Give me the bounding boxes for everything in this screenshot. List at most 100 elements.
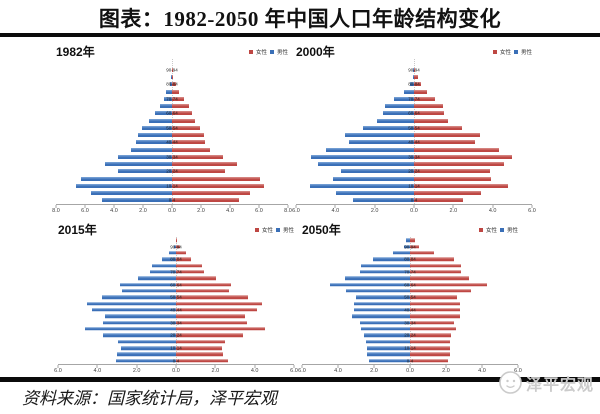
chart-header: 2000年 女性 男性 xyxy=(296,46,532,59)
age-row-65-69 xyxy=(58,275,294,281)
male-bar xyxy=(359,320,410,325)
female-half xyxy=(172,124,288,131)
female-half xyxy=(172,197,288,204)
female-half xyxy=(414,146,532,153)
page-title: 图表：1982-2050 年中国人口年龄结构变化 xyxy=(98,7,502,31)
male-half xyxy=(56,153,172,160)
female-bar xyxy=(176,314,245,319)
age-row-95+ xyxy=(302,237,518,243)
axis-tick-label: 6.0 xyxy=(81,208,89,214)
male-bar xyxy=(412,75,414,80)
male-bar xyxy=(102,295,176,300)
female-half xyxy=(172,59,288,66)
female-half xyxy=(172,66,288,73)
pyramid-chart-2050: 2050年 女性 男性 90-94 80-84 70-74 60-64 50-54 40-… xyxy=(298,224,522,376)
female-bar xyxy=(176,257,191,261)
male-half xyxy=(58,262,176,268)
female-bar xyxy=(410,251,435,255)
male-legend-swatch xyxy=(275,228,280,232)
female-bar xyxy=(176,301,262,306)
female-bar xyxy=(414,82,422,87)
age-label: 40-44 xyxy=(408,139,420,145)
axis-tick-label: 4.0 xyxy=(226,208,234,214)
male-bar xyxy=(152,263,176,268)
female-bar xyxy=(410,339,450,344)
female-bar xyxy=(410,295,457,300)
male-bar xyxy=(117,339,176,344)
age-row-85-89 xyxy=(296,74,532,81)
female-half xyxy=(172,117,288,124)
female-half xyxy=(414,81,532,88)
chart-header: 2015年 女性 男性 xyxy=(58,224,294,237)
male-half xyxy=(296,88,414,95)
male-half xyxy=(58,243,176,249)
male-half xyxy=(302,237,410,243)
male-bar xyxy=(404,89,414,94)
female-bar xyxy=(172,198,239,203)
female-legend-swatch xyxy=(254,228,259,232)
axis-tick xyxy=(171,205,173,208)
axis-tick xyxy=(481,365,483,368)
male-half xyxy=(56,110,172,117)
female-bar xyxy=(410,289,472,293)
male-bar xyxy=(329,282,410,287)
female-half xyxy=(410,351,518,357)
female-half xyxy=(410,237,518,243)
age-row-85-89 xyxy=(302,250,518,256)
male-bar xyxy=(353,198,414,203)
age-label: 30-34 xyxy=(166,154,178,160)
female-legend-label: 女性 xyxy=(255,50,267,56)
age-label: 50-54 xyxy=(170,294,182,300)
age-label: 0-4 xyxy=(172,358,180,364)
female-half xyxy=(414,197,532,204)
male-half xyxy=(296,197,414,204)
age-row-75-79 xyxy=(56,88,288,95)
female-legend-label: 女性 xyxy=(499,50,511,56)
age-row-75-79 xyxy=(296,88,532,95)
female-bar xyxy=(176,295,248,300)
axis-tick xyxy=(229,205,231,208)
axis-tick xyxy=(337,365,339,368)
female-bar xyxy=(176,263,202,268)
male-bar xyxy=(137,276,176,280)
male-half xyxy=(302,275,410,281)
male-legend-swatch xyxy=(499,228,504,232)
axis-tick xyxy=(293,365,295,368)
age-row-30-34: 30-34 xyxy=(58,319,294,325)
x-axis: 6.0 4.0 2.0 0.0 2.0 4.0 6.0 xyxy=(298,364,522,376)
age-row-95+ xyxy=(56,59,288,66)
male-bar xyxy=(117,352,176,357)
female-half xyxy=(414,117,532,124)
male-half xyxy=(296,139,414,146)
male-half xyxy=(302,358,410,364)
plot-area: 90-94 80-84 70-74 60-64 50-54 40-44 30-34 20-24… xyxy=(58,237,294,364)
male-half xyxy=(302,313,410,319)
female-half xyxy=(172,95,288,102)
age-row-75-79 xyxy=(58,262,294,268)
age-row-5-9 xyxy=(58,351,294,357)
axis-tick-label: 6.0 xyxy=(528,208,536,214)
age-row-30-34: 30-34 xyxy=(56,153,288,160)
age-label: 90-94 xyxy=(408,67,420,73)
female-half xyxy=(410,243,518,249)
male-bar xyxy=(373,257,410,261)
source-note: 资料来源：国家统计局，泽平宏观 xyxy=(22,389,277,408)
axis-tick-label: 4.0 xyxy=(488,208,497,214)
axis-tick-label: 0.0 xyxy=(406,368,414,374)
female-half xyxy=(176,300,294,306)
female-bar xyxy=(410,314,461,319)
x-axis: 8.0 6.0 4.0 2.0 0.0 2.0 4.0 6.0 8.0 xyxy=(52,204,292,216)
female-half xyxy=(176,358,294,364)
male-bar xyxy=(159,104,172,109)
female-legend-swatch xyxy=(248,50,253,54)
center-axis-line xyxy=(410,237,411,364)
female-half xyxy=(410,307,518,313)
axis-tick-label: 0.0 xyxy=(168,208,176,214)
age-row-10-14: 10-14 xyxy=(56,182,288,189)
female-bar xyxy=(414,67,415,72)
female-bar xyxy=(176,289,230,293)
male-bar xyxy=(135,140,172,145)
female-half xyxy=(410,345,518,351)
age-row-65-69 xyxy=(302,275,518,281)
male-half xyxy=(296,95,414,102)
